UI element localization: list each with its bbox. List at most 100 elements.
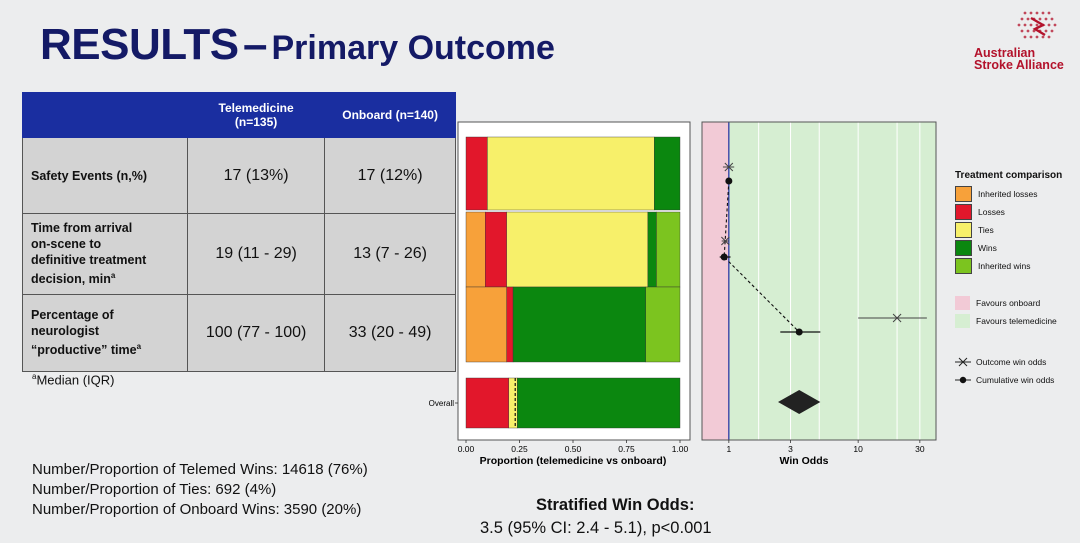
row-label-line: neurologist [31,324,100,339]
legend-item: Favours onboard [955,296,1040,310]
bar-segment [654,136,681,211]
legend-item: Inherited losses [955,186,1038,202]
x-tick-label: 0.25 [511,444,528,454]
stacked-proportion-chart: Overall 0.00 0.25 0.50 0.75 1.00 Proportion (t… [429,121,691,467]
row-label-line: Safety Events (n,%) [31,168,148,183]
x-tick-label: 0.50 [565,444,582,454]
legend-item: Cumulative win odds [955,374,1054,386]
legend-item: Outcome win odds [955,356,1046,368]
row-label: Safety Events (n,%) [22,137,188,214]
legend-item: Inherited wins [955,258,1030,274]
legend-label: Favours onboard [976,298,1041,308]
onboard-value: 33 (20 - 49) [324,294,456,372]
legend-label: Ties [978,225,994,235]
legend-item: Wins [955,240,997,256]
superscript: a [110,271,116,281]
bar-segment [508,377,518,429]
telemedicine-value: 100 (77 - 100) [186,294,326,372]
legend-label: Wins [978,243,997,253]
table-footnote: aMedian (IQR) [32,372,114,387]
stratified-win-odds-value: 3.5 (95% CI: 2.4 - 5.1), p<0.001 [480,519,712,537]
header-telemedicine-line1: Telemedicine [218,101,294,115]
legend-label: Inherited losses [978,189,1038,199]
cumulative-point [725,177,733,185]
title-sub: Primary Outcome [271,29,555,67]
summary-onboard-wins: Number/Proportion of Onboard Wins: 3590 … [32,501,362,518]
x-tick-label: 0.00 [458,444,475,454]
legend-swatch [955,240,972,256]
legend-swatch [955,258,972,274]
outcome-point [892,313,902,323]
bar-segment [647,211,657,288]
row-label-line: Time from arrival [31,221,133,236]
x-tick-label: 3 [788,444,793,454]
legend-swatch [955,296,970,310]
cumulative-point [795,328,803,336]
summary: Number/Proportion of Telemed Wins: 14618… [32,460,368,520]
legend-label: Outcome win odds [976,357,1047,367]
legend-swatch [955,314,970,328]
logo-text: Australian Stroke Alliance [974,46,1064,72]
table-row: Safety Events (n,%) 17 (13%) 17 (12%) [22,137,456,214]
overall-diamond [778,390,821,414]
title-dash: – [243,20,268,69]
outcome-point [724,162,734,172]
x-tick-label: 1.00 [672,444,689,454]
bar-segment [656,211,681,288]
bar-segment [465,377,509,429]
row-label-text: “productive” time [31,343,137,358]
bar-segment [465,211,486,288]
legend-label: Cumulative win odds [976,375,1055,385]
slide-title: RESULTS – Primary Outcome [40,20,555,70]
cumulative-point [720,253,728,261]
superscript: a [136,342,142,352]
row-label-text: decision, min [31,272,111,287]
table-row: Percentage of neurologist “productive” t… [22,294,456,372]
x-tick-label: 10 [853,444,863,454]
bar-segment [506,211,649,288]
legend-label: Favours telemedicine [976,316,1057,326]
legend-label: Losses [978,207,1005,217]
x-axis-label: Proportion (telemedicine vs onboard) [480,455,667,467]
bar-segment [512,286,646,363]
row-label: Percentage of neurologist “productive” t… [22,294,188,372]
header-telemedicine: Telemedicine (n=135) [186,92,326,138]
x-tick-label: 30 [915,444,925,454]
australian-stroke-alliance-logo-icon [1017,11,1057,39]
bar-segment [465,286,507,363]
header-blank [22,92,188,138]
legend-label: Inherited wins [978,261,1031,271]
x-tick-label: 1 [726,444,731,454]
x-axis-label: Win Odds [780,455,829,467]
favours-telemedicine-region [728,122,936,440]
row-label-line: on-scene to [31,237,102,252]
legend-item: Ties [955,222,994,238]
onboard-value: 13 (7 - 26) [324,213,456,295]
bar-segment [487,136,655,211]
bar-segment [645,286,681,363]
title-main: RESULTS [40,20,239,69]
win-odds-forest-plot: 1 3 10 30 Win Odds [701,121,937,467]
category-label: Overall [429,399,455,408]
legend-item: Favours telemedicine [955,314,1057,328]
legend-swatch [955,204,972,220]
logo-line-1: Australian [974,46,1036,60]
legend-swatch [955,186,972,202]
plot-frame [701,121,937,441]
bar-segment [517,377,681,429]
row-label-line: definitive treatment [31,253,147,268]
summary-ties: Number/Proportion of Ties: 692 (4%) [32,481,277,498]
cross-line-icon [955,357,971,367]
legend-title: Treatment comparison [955,170,1063,181]
x-tick-label: 0.75 [618,444,635,454]
onboard-value: 17 (12%) [324,137,456,214]
legend-item: Losses [955,204,1005,220]
bar-segment [465,136,488,211]
telemedicine-value: 19 (11 - 29) [186,213,326,295]
summary-telemed-wins: Number/Proportion of Telemed Wins: 14618… [32,461,368,478]
results-table: Telemedicine (n=135) Onboard (n=140) Saf… [22,92,456,372]
header-telemedicine-line2: (n=135) [234,115,278,129]
telemedicine-value: 17 (13%) [186,137,326,214]
row-label-line: “productive” timea [31,339,186,358]
